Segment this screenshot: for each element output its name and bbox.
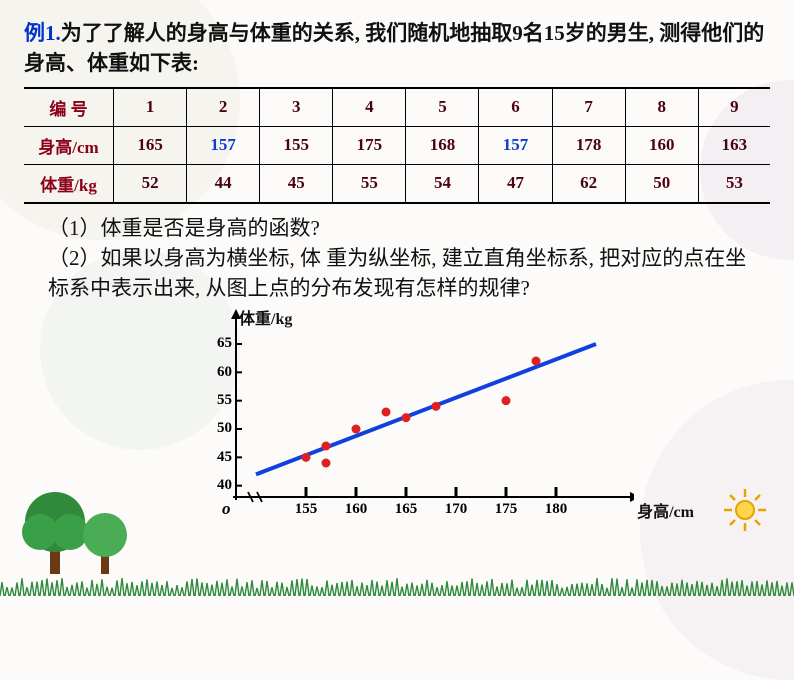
origin-label: o [222,499,231,519]
y-tick: 65 [196,335,232,352]
height-cell: 165 [114,126,187,164]
x-tick: 175 [486,501,526,518]
chart-svg [194,307,634,532]
weight-cell: 62 [552,164,625,203]
y-tick: 55 [196,392,232,409]
x-tick: 165 [386,501,426,518]
y-tick: 50 [196,420,232,437]
id-cell: 9 [698,88,770,127]
height-cell: 160 [625,126,698,164]
height-row: 身高/cm 165157155175168157178160163 [24,126,770,164]
scatter-chart: 体重/kg 身高/cm o 40455055606515516016517017… [194,307,634,532]
height-cell: 163 [698,126,770,164]
x-tick: 155 [286,501,326,518]
weight-cell: 45 [260,164,333,203]
x-tick: 160 [336,501,376,518]
example-label: 例1. [24,21,61,45]
x-tick: 170 [436,501,476,518]
height-cell: 175 [333,126,406,164]
header-row: 编 号 123456789 [24,88,770,127]
id-cell: 4 [333,88,406,127]
tree-decoration-2 [80,505,130,582]
y-axis-label: 体重/kg [239,305,292,329]
questions: （1）体重是否是身高的函数? （2）如果以身高为横坐标, 体 重为纵坐标, 建立… [24,214,770,303]
id-cell: 3 [260,88,333,127]
weight-cell: 50 [625,164,698,203]
height-cell: 155 [260,126,333,164]
x-axis-label: 身高/cm [637,498,694,522]
height-cell: 168 [406,126,479,164]
height-cell: 157 [479,126,552,164]
header-label: 编 号 [24,88,114,127]
height-label: 身高/cm [24,126,114,164]
y-tick: 45 [196,449,232,466]
weight-cell: 44 [187,164,260,203]
id-cell: 6 [479,88,552,127]
x-tick: 180 [536,501,576,518]
weight-cell: 55 [333,164,406,203]
weight-row: 体重/kg 524445555447625053 [24,164,770,203]
weight-cell: 53 [698,164,770,203]
id-cell: 5 [406,88,479,127]
intro-text: 例1.为了了解人的身高与体重的关系, 我们随机地抽取9名15岁的男生, 测得他们… [24,18,770,79]
id-cell: 8 [625,88,698,127]
weight-cell: 54 [406,164,479,203]
id-cell: 7 [552,88,625,127]
weight-cell: 47 [479,164,552,203]
height-cell: 157 [187,126,260,164]
y-tick: 60 [196,364,232,381]
question-1: （1）体重是否是身高的函数? [48,214,756,244]
question-2: （2）如果以身高为横坐标, 体 重为纵坐标, 建立直角坐标系, 把对应的点在坐标… [48,244,756,304]
weight-cell: 52 [114,164,187,203]
y-tick: 40 [196,477,232,494]
id-cell: 2 [187,88,260,127]
data-table: 编 号 123456789 身高/cm 16515715517516815717… [24,87,770,204]
intro-body: 为了了解人的身高与体重的关系, 我们随机地抽取9名15岁的男生, 测得他们的身高… [24,21,764,75]
id-cell: 1 [114,88,187,127]
sun-decoration [722,487,768,538]
height-cell: 178 [552,126,625,164]
weight-label: 体重/kg [24,164,114,203]
